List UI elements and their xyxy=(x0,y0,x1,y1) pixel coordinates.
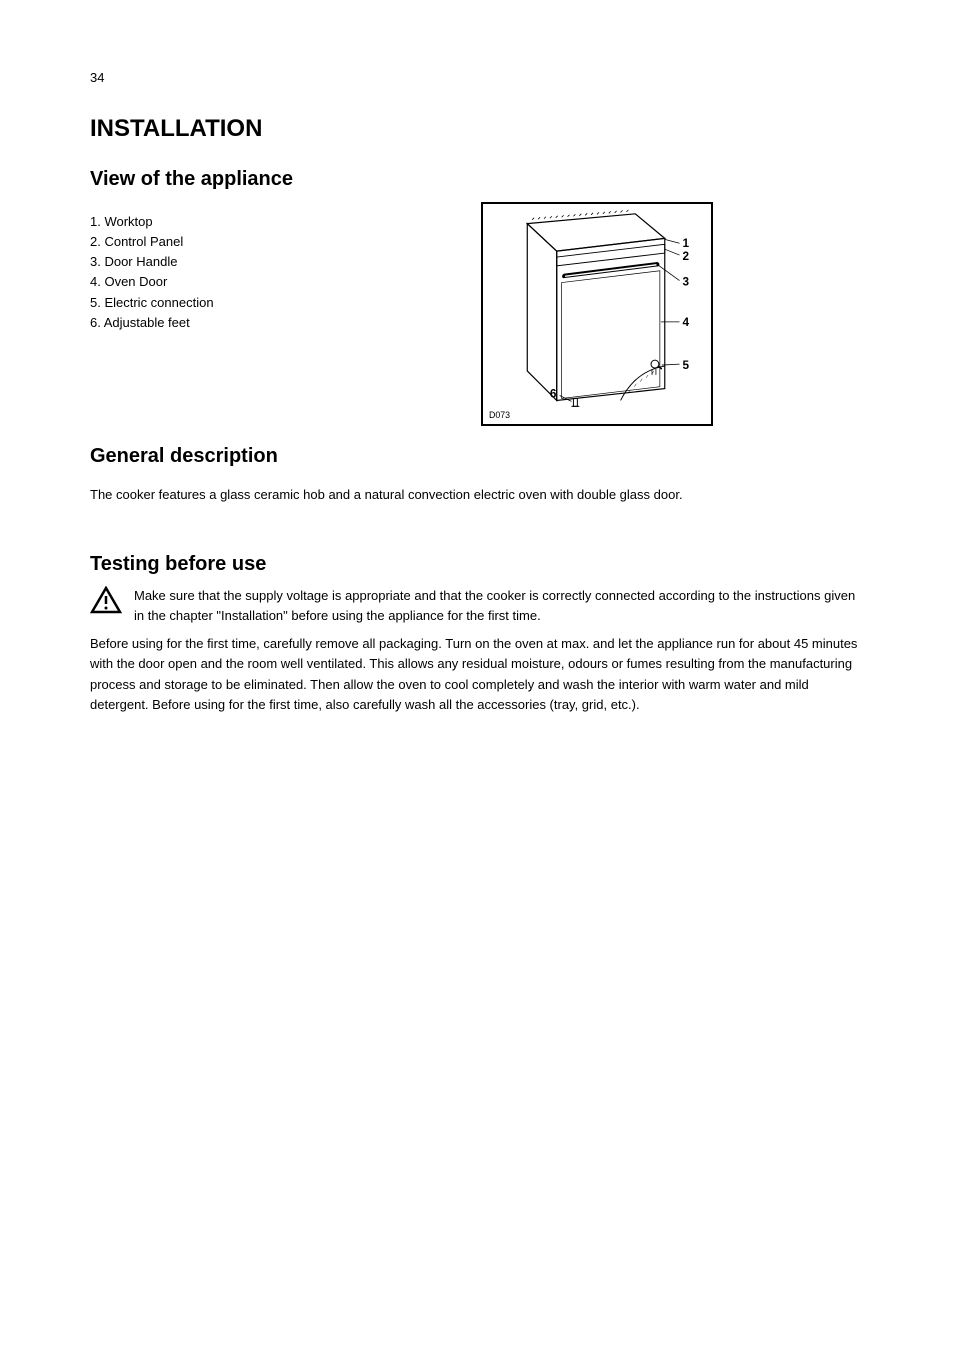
callout-2: 2 xyxy=(682,250,689,263)
page-number: 34 xyxy=(90,70,104,85)
list-item: 5. Electric connection xyxy=(90,293,214,313)
callout-6: 6 xyxy=(550,387,557,400)
general-description-text: The cooker features a glass ceramic hob … xyxy=(90,485,860,505)
page-container: 34 INSTALLATION View of the appliance 1.… xyxy=(0,0,954,1351)
parts-list: 1. Worktop 2. Control Panel 3. Door Hand… xyxy=(90,212,214,333)
list-item: 2. Control Panel xyxy=(90,232,214,252)
list-item: 3. Door Handle xyxy=(90,252,214,272)
callout-3: 3 xyxy=(682,276,689,289)
callout-5: 5 xyxy=(682,359,689,372)
warning-row: Make sure that the supply voltage is app… xyxy=(90,586,860,626)
list-item: 4. Oven Door xyxy=(90,272,214,292)
warning-text: Make sure that the supply voltage is app… xyxy=(134,586,860,626)
callout-4: 4 xyxy=(682,316,689,329)
list-item: 6. Adjustable feet xyxy=(90,313,214,333)
appliance-illustration: 1 2 3 4 5 6 D073 xyxy=(483,204,711,424)
section-heading-general: General description xyxy=(90,445,278,468)
warning-icon xyxy=(90,586,122,614)
testing-body-text: Before using for the first time, careful… xyxy=(90,634,860,715)
diagram-code: D073 xyxy=(489,410,510,420)
appliance-diagram: 1 2 3 4 5 6 D073 xyxy=(481,202,713,426)
list-item: 1. Worktop xyxy=(90,212,214,232)
main-heading: INSTALLATION xyxy=(90,115,262,143)
callout-1: 1 xyxy=(682,237,689,250)
testing-section: Make sure that the supply voltage is app… xyxy=(90,586,860,715)
section-heading-view: View of the appliance xyxy=(90,168,293,191)
section-heading-testing: Testing before use xyxy=(90,553,266,576)
